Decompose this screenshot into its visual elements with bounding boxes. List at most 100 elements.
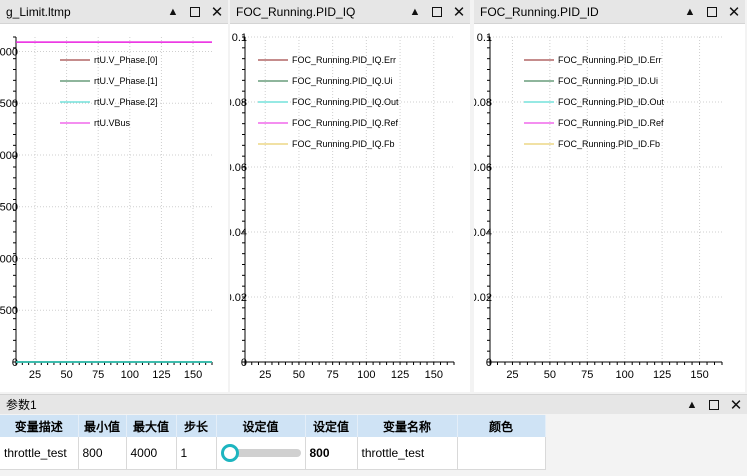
y-tick-label: 0 xyxy=(12,357,18,369)
pin-button[interactable]: ▲ xyxy=(686,398,698,411)
panel-title: g_Limit.ltmp xyxy=(6,4,71,19)
maximize-button[interactable] xyxy=(703,394,725,416)
close-button[interactable]: ✕ xyxy=(210,3,224,21)
table-row[interactable]: throttle_test 800 4000 1 800 throttle_te… xyxy=(0,437,546,470)
dock-header: 参数1 ▲ ✕ xyxy=(0,394,747,414)
legend-label: FOC_Running.PID_ID.Fb xyxy=(558,139,660,149)
close-button[interactable]: ✕ xyxy=(729,396,743,414)
cell-max[interactable]: 4000 xyxy=(126,437,177,470)
slider-handle[interactable] xyxy=(220,443,239,462)
y-tick-label: 0.02 xyxy=(474,292,492,304)
column-header-min[interactable]: 最小值 xyxy=(78,415,127,437)
maximize-icon xyxy=(707,6,717,17)
y-tick-label: 15000 xyxy=(0,46,18,58)
column-header-desc[interactable]: 变量描述 xyxy=(0,415,79,437)
cell-setpoint-value[interactable]: 800 xyxy=(305,437,358,470)
y-tick-label: 0.08 xyxy=(474,97,492,109)
legend-label: rtU.VBus xyxy=(94,118,131,128)
x-tick-label: 100 xyxy=(357,369,375,381)
slider-track[interactable] xyxy=(220,443,301,462)
column-header-setpoint-slider[interactable]: 设定值 xyxy=(216,415,306,437)
x-tick-label: 75 xyxy=(327,369,339,381)
legend-label: FOC_Running.PID_ID.Ui xyxy=(558,76,658,86)
x-tick-label: 125 xyxy=(391,369,409,381)
legend-label: FOC_Running.PID_ID.Ref xyxy=(558,118,664,128)
x-tick-label: 150 xyxy=(690,369,708,381)
cell-min[interactable]: 800 xyxy=(78,437,127,470)
close-button[interactable]: ✕ xyxy=(727,3,741,21)
x-tick-label: 150 xyxy=(184,369,202,381)
pin-button[interactable]: ▲ xyxy=(167,5,179,18)
chart-plot-area[interactable]: 25 50 75 100 125 150 0 0.02 0.04 0.06 0.08 0.1 FOC_R… xyxy=(230,25,470,385)
column-header-max[interactable]: 最大值 xyxy=(126,415,177,437)
maximize-icon xyxy=(432,6,442,17)
maximize-icon xyxy=(709,399,719,410)
x-tick-label: 125 xyxy=(152,369,170,381)
cell-var-name[interactable]: throttle_test xyxy=(357,437,458,470)
maximize-button[interactable] xyxy=(701,1,723,23)
x-tick-label: 25 xyxy=(29,369,41,381)
column-header-step[interactable]: 步长 xyxy=(176,415,217,437)
x-tick-label: 50 xyxy=(60,369,72,381)
y-tick-label: 0.02 xyxy=(230,292,247,304)
maximize-button[interactable] xyxy=(184,1,206,23)
y-tick-label: 2500 xyxy=(0,305,18,317)
column-header-color[interactable]: 颜色 xyxy=(457,415,546,437)
x-tick-label: 25 xyxy=(506,369,518,381)
y-tick-label: 0.08 xyxy=(230,97,247,109)
cell-slider xyxy=(216,437,306,470)
setpoint-slider[interactable] xyxy=(220,437,301,469)
y-tick-label: 0.06 xyxy=(230,162,247,174)
plot-panel-1: g_Limit.ltmp ▲ ✕ 25 50 75 100 125 150 0 2500 500… xyxy=(0,0,228,392)
legend-label: rtU.V_Phase.[0] xyxy=(94,55,158,65)
maximize-icon xyxy=(190,6,200,17)
cell-step[interactable]: 1 xyxy=(176,437,217,470)
legend-label: rtU.V_Phase.[2] xyxy=(94,97,158,107)
chart-plot-area[interactable]: 25 50 75 100 125 150 0 0.02 0.04 0.06 0.08 0.1 FOC_R… xyxy=(474,25,745,385)
y-tick-label: 7500 xyxy=(0,202,18,214)
x-tick-label: 50 xyxy=(544,369,556,381)
y-tick-label: 0.1 xyxy=(232,32,247,44)
cell-desc[interactable]: throttle_test xyxy=(0,437,79,470)
legend-label: FOC_Running.PID_IQ.Fb xyxy=(292,139,395,149)
close-button[interactable]: ✕ xyxy=(452,3,466,21)
pin-button[interactable]: ▲ xyxy=(684,5,696,18)
x-tick-label: 150 xyxy=(425,369,443,381)
column-header-var-name[interactable]: 变量名称 xyxy=(357,415,458,437)
legend-label: FOC_Running.PID_IQ.Ref xyxy=(292,118,399,128)
cell-color[interactable] xyxy=(457,437,546,470)
y-tick-label: 10000 xyxy=(0,150,18,162)
panel-title: FOC_Running.PID_IQ xyxy=(236,4,356,19)
x-tick-label: 125 xyxy=(653,369,671,381)
parameter-table: 变量描述 最小值 最大值 步长 设定值 设定值 变量名称 颜色 throttle… xyxy=(0,415,546,470)
y-tick-label: 0 xyxy=(241,357,247,369)
panel-header: FOC_Running.PID_ID ▲ ✕ xyxy=(474,0,745,24)
legend-label: FOC_Running.PID_ID.Out xyxy=(558,97,665,107)
y-tick-label: 0.1 xyxy=(477,32,492,44)
pin-button[interactable]: ▲ xyxy=(409,5,421,18)
y-tick-label: 0.06 xyxy=(474,162,492,174)
x-tick-label: 75 xyxy=(92,369,104,381)
x-tick-label: 100 xyxy=(616,369,634,381)
x-tick-label: 100 xyxy=(121,369,139,381)
y-tick-label: 12500 xyxy=(0,98,18,110)
legend-label: rtU.V_Phase.[1] xyxy=(94,76,158,86)
parameter-dock: 参数1 ▲ ✕ 变量描述 最小值 最大值 步长 设定值 设定值 变量名称 颜色 … xyxy=(0,394,747,476)
dock-title: 参数1 xyxy=(6,398,37,412)
column-header-setpoint-value[interactable]: 设定值 xyxy=(305,415,358,437)
legend-label: FOC_Running.PID_IQ.Err xyxy=(292,55,396,65)
legend-label: FOC_Running.PID_IQ.Ui xyxy=(292,76,393,86)
legend-label: FOC_Running.PID_IQ.Out xyxy=(292,97,399,107)
panel-header: FOC_Running.PID_IQ ▲ ✕ xyxy=(230,0,470,24)
panel-header: g_Limit.ltmp ▲ ✕ xyxy=(0,0,228,24)
y-tick-label: 0.04 xyxy=(230,227,247,239)
maximize-button[interactable] xyxy=(426,1,448,23)
legend-label: FOC_Running.PID_ID.Err xyxy=(558,55,662,65)
y-tick-label: 0 xyxy=(486,357,492,369)
y-tick-label: 0.04 xyxy=(474,227,492,239)
x-tick-label: 25 xyxy=(259,369,271,381)
table-header-row: 变量描述 最小值 最大值 步长 设定值 设定值 变量名称 颜色 xyxy=(0,415,546,437)
x-tick-label: 75 xyxy=(581,369,593,381)
